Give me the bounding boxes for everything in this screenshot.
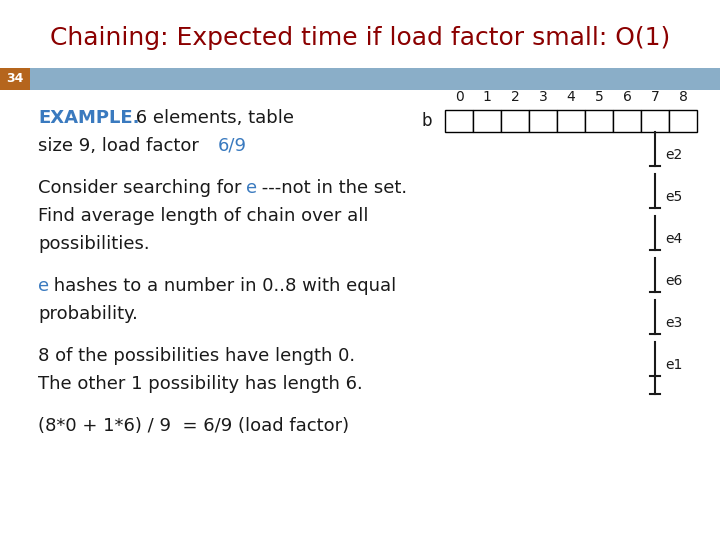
Text: e6: e6 <box>665 274 683 288</box>
Bar <box>445 110 473 132</box>
Bar <box>613 110 641 132</box>
Text: 0: 0 <box>454 90 464 104</box>
Text: 7: 7 <box>651 90 660 104</box>
Text: e: e <box>38 277 49 295</box>
Text: 6: 6 <box>623 90 631 104</box>
Text: 5: 5 <box>595 90 603 104</box>
Bar <box>0 68 30 90</box>
Bar <box>473 110 501 132</box>
Bar <box>557 110 585 132</box>
Text: hashes to a number in 0..8 with equal: hashes to a number in 0..8 with equal <box>48 277 396 295</box>
Text: 6/9: 6/9 <box>218 137 247 155</box>
Text: b: b <box>422 112 432 130</box>
Text: size 9, load factor: size 9, load factor <box>38 137 204 155</box>
Text: 8: 8 <box>678 90 688 104</box>
Text: 2: 2 <box>510 90 519 104</box>
Text: 8 of the possibilities have length 0.: 8 of the possibilities have length 0. <box>38 347 355 365</box>
Text: Find average length of chain over all: Find average length of chain over all <box>38 207 369 225</box>
Text: 6 elements, table: 6 elements, table <box>130 109 294 127</box>
Bar <box>585 110 613 132</box>
Text: e5: e5 <box>665 190 683 204</box>
Text: e2: e2 <box>665 148 683 162</box>
Text: e: e <box>246 179 257 197</box>
Text: e1: e1 <box>665 358 683 372</box>
Bar <box>529 110 557 132</box>
Text: 4: 4 <box>567 90 575 104</box>
Text: 34: 34 <box>6 72 24 85</box>
Text: probability.: probability. <box>38 305 138 323</box>
Text: EXAMPLE.: EXAMPLE. <box>38 109 140 127</box>
Bar <box>30 68 720 90</box>
Text: 3: 3 <box>539 90 547 104</box>
Text: possibilities.: possibilities. <box>38 235 150 253</box>
Text: 1: 1 <box>482 90 492 104</box>
Text: Consider searching for: Consider searching for <box>38 179 247 197</box>
Text: e4: e4 <box>665 232 683 246</box>
Text: ---not in the set.: ---not in the set. <box>256 179 407 197</box>
Bar <box>501 110 529 132</box>
Text: (8*0 + 1*6) / 9  = 6/9 (load factor): (8*0 + 1*6) / 9 = 6/9 (load factor) <box>38 417 349 435</box>
Bar <box>669 110 697 132</box>
Bar <box>641 110 669 132</box>
Text: Chaining: Expected time if load factor small: O(1): Chaining: Expected time if load factor s… <box>50 26 670 50</box>
Text: e3: e3 <box>665 316 683 330</box>
Text: The other 1 possibility has length 6.: The other 1 possibility has length 6. <box>38 375 363 393</box>
